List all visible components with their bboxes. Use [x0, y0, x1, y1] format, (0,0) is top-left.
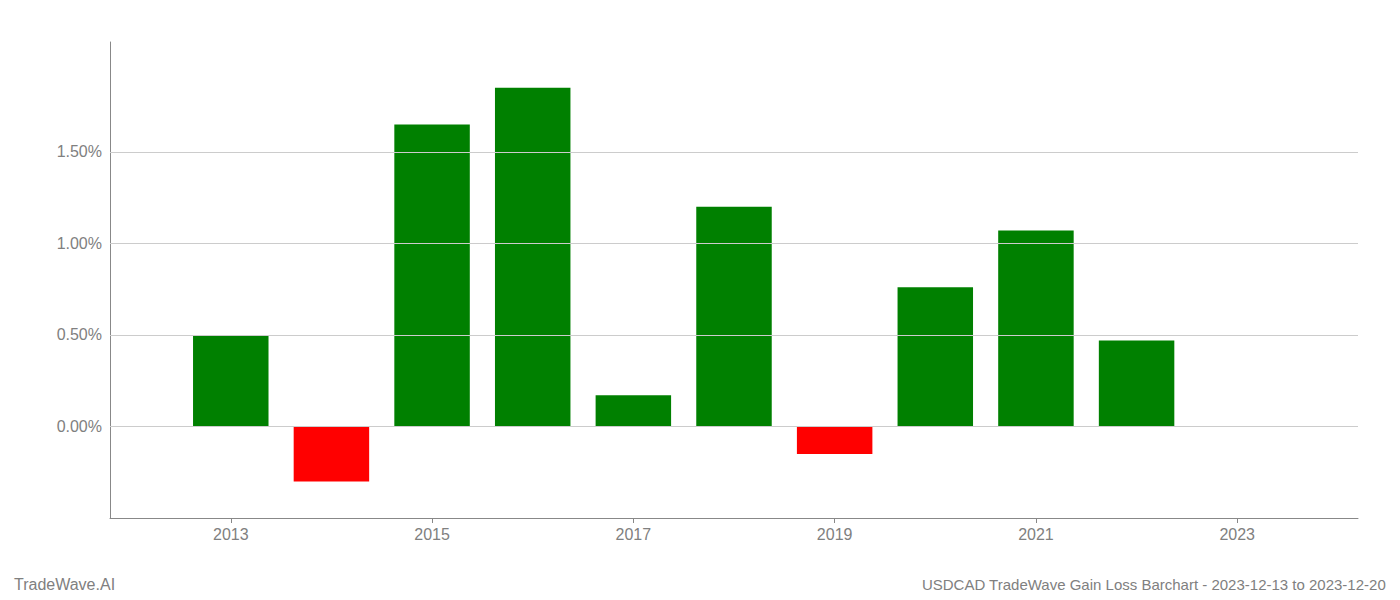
svg-text:USDCAD TradeWave Gain Loss Bar: USDCAD TradeWave Gain Loss Barchart - 20…	[922, 576, 1386, 593]
svg-text:2017: 2017	[616, 526, 652, 543]
svg-text:2019: 2019	[817, 526, 853, 543]
svg-text:TradeWave.AI: TradeWave.AI	[14, 576, 115, 593]
svg-text:2023: 2023	[1219, 526, 1255, 543]
svg-text:2015: 2015	[414, 526, 450, 543]
svg-text:1.00%: 1.00%	[57, 235, 102, 252]
svg-text:1.50%: 1.50%	[57, 143, 102, 160]
svg-text:0.00%: 0.00%	[57, 418, 102, 435]
svg-text:0.50%: 0.50%	[57, 326, 102, 343]
svg-text:2021: 2021	[1018, 526, 1054, 543]
svg-text:2013: 2013	[213, 526, 249, 543]
